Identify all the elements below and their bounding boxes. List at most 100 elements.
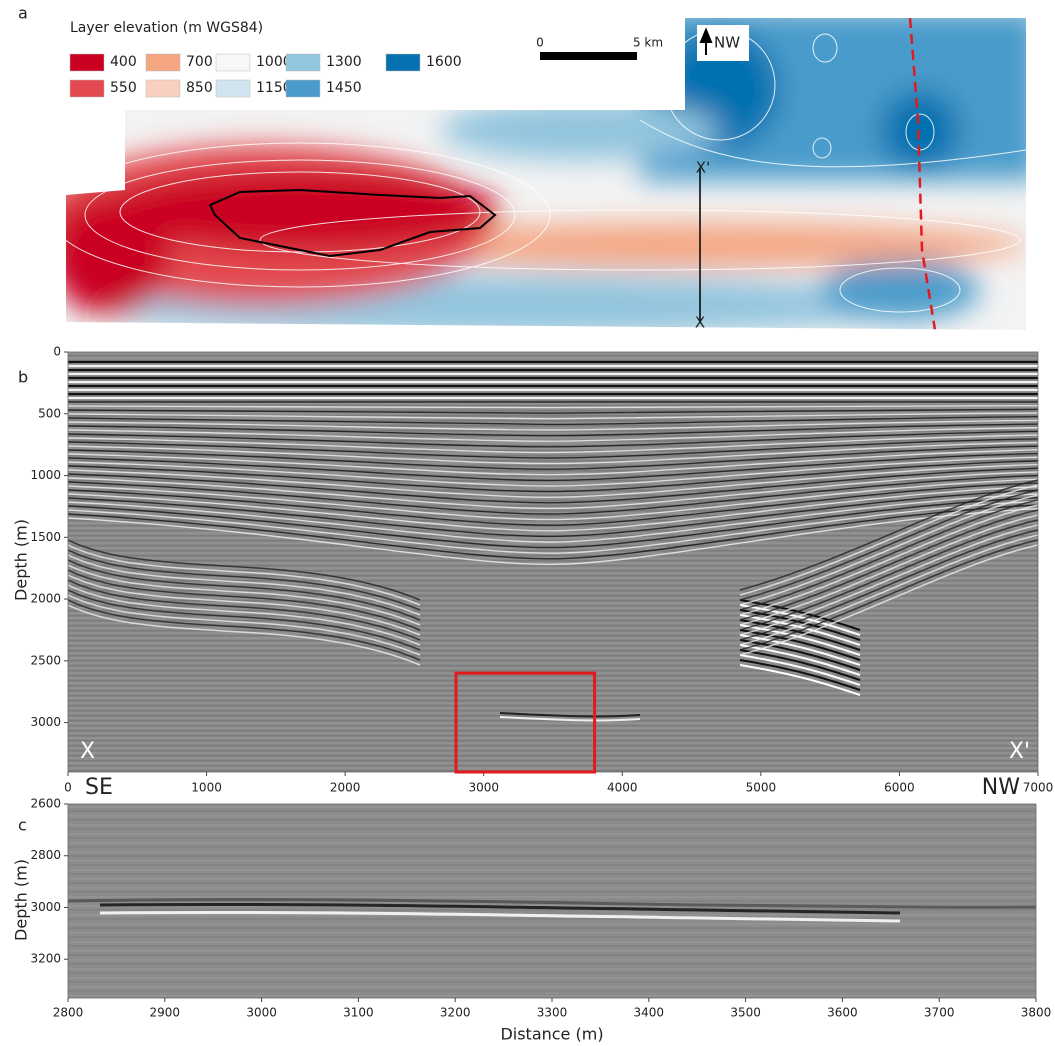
legend-swatch: [285, 79, 321, 98]
x-tick-label: 0: [64, 781, 72, 795]
legend: 400 550 700 850 1000 1150 1300 1450 1600: [69, 53, 462, 98]
y-tick-label: 3200: [30, 952, 61, 966]
panel-letter: c: [18, 816, 27, 835]
panel-letter: a: [18, 4, 28, 23]
reflector: [68, 427, 1038, 442]
reflector: [68, 489, 1038, 538]
reflector: [68, 549, 421, 611]
x-tick-label: 7000: [1023, 781, 1054, 795]
reflector: [499, 712, 641, 718]
reflector: [739, 514, 1038, 626]
reflector: [68, 604, 421, 666]
legend-title: Layer elevation (m WGS84): [70, 20, 263, 36]
reflector: [739, 609, 861, 641]
reflector: [68, 574, 421, 636]
zoom-box: [454, 671, 597, 774]
scalebar-label: 0: [536, 36, 544, 50]
reflector: [739, 529, 1038, 641]
legend-label: 550: [110, 80, 137, 96]
reflector: [68, 460, 1038, 493]
reflector: [68, 589, 421, 651]
y-axis-label: Depth (m): [12, 859, 31, 941]
legend-label: 1000: [256, 54, 292, 70]
reflector: [739, 484, 1038, 596]
legend-swatch: [215, 79, 251, 98]
y-tick-label: 2600: [30, 797, 61, 811]
reflector: [68, 463, 1038, 498]
reflector: [739, 519, 1038, 631]
y-tick-label: 2800: [30, 848, 61, 862]
reflector: [68, 564, 421, 626]
reflector: [68, 419, 1038, 431]
reflector: [739, 664, 861, 696]
x-tick-label: 3800: [1021, 1006, 1052, 1020]
x-tick-label: 5000: [746, 781, 777, 795]
y-tick-label: 1000: [30, 468, 61, 482]
x-tick-label: 4000: [607, 781, 638, 795]
reflector: [739, 659, 861, 691]
x-tick-label: 2800: [53, 1006, 84, 1020]
reflector: [68, 430, 1038, 448]
reflector: [68, 508, 1038, 566]
north-label: NW: [714, 34, 740, 52]
legend-label: 850: [186, 80, 213, 96]
reflector: [68, 467, 1038, 504]
reflector: [739, 604, 861, 636]
reflector: [68, 434, 1038, 454]
reflector: [68, 416, 1038, 426]
legend-label: 1300: [326, 54, 362, 70]
legend-label: 1600: [426, 54, 462, 70]
reflector: [739, 509, 1038, 621]
y-axis-label: Depth (m): [12, 519, 31, 601]
reflector: [68, 449, 1038, 476]
reflector: [739, 639, 861, 671]
corner-label: X: [80, 739, 95, 764]
legend-swatch: [69, 79, 105, 98]
reflector: [739, 479, 1038, 591]
reflector: [739, 489, 1038, 601]
reflector: [68, 482, 1038, 526]
end-label: SE: [85, 775, 113, 800]
reflector: [739, 624, 861, 656]
legend-swatch: [215, 53, 251, 72]
reflector: [68, 496, 1038, 549]
reflector: [739, 614, 861, 646]
reflector: [739, 619, 861, 651]
reflector: [68, 478, 1038, 521]
reflector: [68, 559, 421, 621]
y-tick-label: 500: [38, 406, 61, 420]
reflector: [68, 500, 1038, 554]
reflector: [739, 499, 1038, 611]
section-label: X: [695, 314, 705, 332]
seismic-zoom: [68, 804, 1036, 998]
corner-label: X': [1009, 739, 1030, 764]
x-tick-label: 3600: [827, 1006, 858, 1020]
panel-letter: b: [18, 368, 28, 387]
reflector: [68, 452, 1038, 482]
map: [66, 18, 1026, 330]
x-tick-label: 3100: [343, 1006, 374, 1020]
reflector: [739, 649, 861, 681]
y-tick-label: 3000: [30, 715, 61, 729]
x-tick-label: 3500: [730, 1006, 761, 1020]
reflector: [68, 554, 421, 616]
reflector: [68, 569, 421, 631]
reflector: [68, 539, 421, 601]
legend-swatch: [385, 53, 421, 72]
reflector: [68, 412, 1038, 420]
legend-label: 1150: [256, 80, 292, 96]
reflector: [68, 445, 1038, 470]
reflector: [68, 599, 421, 661]
reflector: [68, 456, 1038, 487]
x-tick-label: 6000: [884, 781, 915, 795]
reflector: [68, 408, 1038, 414]
legend-label: 1450: [326, 80, 362, 96]
x-tick-label: 1000: [191, 781, 222, 795]
reflector: [68, 579, 421, 641]
reflector: [68, 474, 1038, 515]
reflector: [739, 524, 1038, 636]
seismic-section: [68, 352, 1038, 772]
x-tick-label: 2900: [150, 1006, 181, 1020]
